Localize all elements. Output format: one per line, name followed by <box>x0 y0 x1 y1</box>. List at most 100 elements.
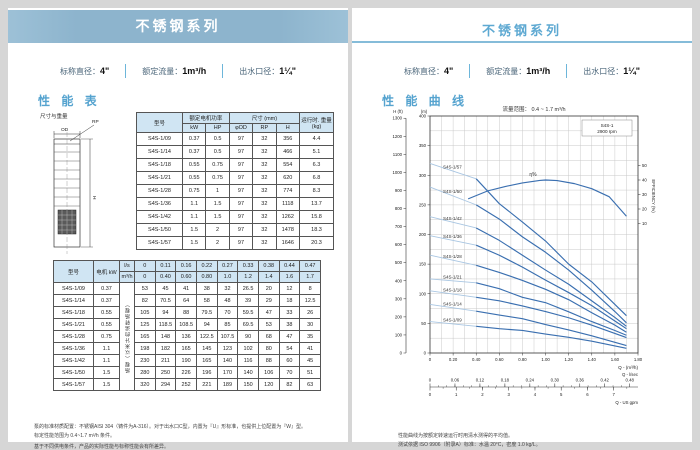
table-cell: 211 <box>154 354 177 367</box>
table-cell: 94 <box>154 306 177 319</box>
table-cell: 0.37 <box>93 294 120 307</box>
table-cell: 620 <box>275 171 301 185</box>
performance-chart: 流量范围： 0.4 ~ 1.7 m³/h01002003004005006007… <box>392 105 656 405</box>
gpm-tick-label: 4 <box>534 392 537 397</box>
table-cell: 125 <box>134 318 156 331</box>
pump-curve <box>475 227 627 327</box>
ft-axis-label: H (ft) <box>393 109 403 114</box>
table-cell: 1 <box>205 184 230 198</box>
spec-row-right: 标称直径： 4" 额定流量： 1m³/h 出水口径： 1¼" <box>352 64 692 78</box>
head-vs-flow-table: 型号 电机 kW l/s 0 0.11 0.16 0.22 0.27 0.33 0.38 0.44 0… <box>53 260 321 391</box>
table-cell: 扬程（以米计的运转扬程） <box>119 282 135 391</box>
legend-box <box>581 119 633 137</box>
table-cell: 0.37 <box>93 282 120 295</box>
table-cell: 170 <box>216 366 239 379</box>
table-cell: 97 <box>228 171 254 185</box>
table-cell: 39 <box>237 294 259 307</box>
ft-tick-label: 1200 <box>392 134 402 139</box>
footnote-line: 基于不同供电条件，产品的实际性能与标称性能会有所差异。 <box>34 444 170 450</box>
table-row: S4S-1/57 1.5 2 97 32 1646 20.3 <box>136 236 334 250</box>
od-dimension-label: OD <box>61 127 69 133</box>
table-cell: 53 <box>134 282 156 295</box>
curve-light-segment <box>429 216 477 229</box>
table-cell: 38 <box>278 318 301 331</box>
x-tick-label: 1.20 <box>564 357 573 362</box>
curve-light-segment <box>429 290 477 298</box>
spec-value: 1m³/h <box>526 65 551 76</box>
table-cell: 48 <box>216 294 239 307</box>
table-cell: 1.5 <box>181 236 207 250</box>
table-row: S4S-1/36 1.1 1.5 97 32 1118 13.7 <box>136 197 334 211</box>
ls-tick-label: 0.24 <box>526 378 535 383</box>
table-cell: S4S-1/50 <box>53 366 94 379</box>
pump-curve <box>476 282 627 336</box>
drawing-caption: 尺寸与重量 <box>40 112 68 120</box>
table-cell: 6.8 <box>299 171 334 185</box>
table-cell: 1.5 <box>205 197 230 211</box>
table-cell: 82 <box>278 378 301 391</box>
table-cell: l/s <box>119 260 135 272</box>
table-cell: 1.2 <box>237 271 259 283</box>
table-cell: 554 <box>275 158 301 172</box>
table-cell: 120 <box>257 378 280 391</box>
table-cell: 79.5 <box>195 306 218 319</box>
ft-tick-label: 100 <box>395 332 403 337</box>
table-cell: S4S-1/57 <box>136 236 183 250</box>
curve-light-segment <box>429 235 477 246</box>
spec-value: 4" <box>99 65 110 76</box>
footnote-line: 性能曲线为按额定转速运行时用清水测得的平均值。 <box>398 433 514 439</box>
dimension-weight-table: 型号 额定电机功率 尺寸 (mm) 运行时. 重量 (kg) kW HP φOD RP H S4S… <box>136 112 334 250</box>
table-cell: S4S-1/18 <box>136 158 183 172</box>
h-dimension-label: H <box>91 196 97 200</box>
table-cell: H <box>275 123 301 133</box>
footnote-line: 标定性能范围为 0.4~1.7 m³/h 条件。 <box>34 432 115 439</box>
ls-tick-label: 0.18 <box>501 378 510 383</box>
table-cell: 140 <box>216 354 239 367</box>
table-cell: 226 <box>175 366 197 379</box>
table-row: S4S-1/42 1.1 230 211 190 165 140 116 88 60 45 <box>53 354 321 367</box>
table-cell: S4S-1/42 <box>136 210 183 224</box>
eff-tick-label: 50 <box>642 163 647 168</box>
table-cell: 5.1 <box>299 145 334 159</box>
spec-diameter: 标称直径： 4" <box>44 66 125 77</box>
table-cell: S4S-1/28 <box>53 330 94 343</box>
table-cell: 69.5 <box>237 318 259 331</box>
spec-row-left: 标称直径： 4" 额定流量： 1m³/h 出水口径： 1¼" <box>8 64 348 78</box>
table-cell: 196 <box>195 366 218 379</box>
table-cell: 0.75 <box>205 158 230 172</box>
m-axis-label: (m) <box>421 109 428 114</box>
gpm-tick-label: 6 <box>586 392 589 397</box>
chart-title: 流量范围： 0.4 ~ 1.7 m³/h <box>502 105 565 113</box>
spec-flow: 额定流量： 1m³/h <box>470 66 566 77</box>
table-cell: 47 <box>257 306 280 319</box>
table-cell: S4S-1/42 <box>53 354 94 367</box>
curve-label: S4S-1/28 <box>443 254 462 259</box>
eff-tick-label: 10 <box>642 221 647 226</box>
table-cell: 2 <box>205 223 230 237</box>
table-cell: 电机 kW <box>93 260 120 283</box>
table-cell: S4S-1/28 <box>136 184 183 198</box>
left-page: 不锈钢系列 标称直径： 4" 额定流量： 1m³/h 出水口径： 1¼" 性 能… <box>8 8 348 450</box>
pump-curve <box>476 310 627 347</box>
table-cell: 1.1 <box>93 342 120 355</box>
table-cell: 54 <box>278 342 301 355</box>
gpm-tick-label: 2 <box>481 392 484 397</box>
efficiency-curve <box>467 179 627 217</box>
table-cell: 32 <box>252 223 277 237</box>
table-cell: 18 <box>278 294 301 307</box>
table-cell: 0.55 <box>181 158 207 172</box>
table-row: S4S-1/28 0.75 165 148 136 122.5 107.5 90 68 47 35 <box>53 330 321 343</box>
table-cell: 38 <box>195 282 218 295</box>
table-cell: 68 <box>257 330 280 343</box>
table-cell: 466 <box>275 145 301 159</box>
table-cell: 0.44 <box>278 260 301 272</box>
table-cell: 189 <box>216 378 239 391</box>
table-cell: 165 <box>195 354 218 367</box>
table-cell: 0.75 <box>205 171 230 185</box>
ft-tick-label: 0 <box>400 351 403 356</box>
ft-tick-label: 200 <box>395 314 403 319</box>
table-row: S4S-1/36 1.1 198 182 165 145 123 102 80 54 41 <box>53 342 321 355</box>
table-cell: 90 <box>237 330 259 343</box>
table-row: S4S-1/18 0.55 0.75 97 32 554 6.3 <box>136 158 334 172</box>
table-cell: 97 <box>228 236 254 250</box>
